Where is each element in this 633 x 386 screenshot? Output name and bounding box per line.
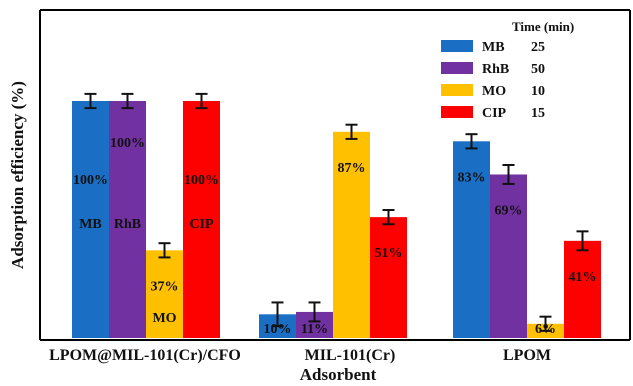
category-label-0: LPOM@MIL-101(Cr)/CFO — [49, 347, 241, 364]
data-label-rhb-2: 69% — [495, 203, 523, 218]
legend-label-cip: CIP — [482, 106, 507, 121]
category-label-1: MIL-101(Cr) — [305, 347, 396, 364]
bar-cip-0 — [183, 101, 220, 338]
bar-cip-1 — [370, 217, 407, 338]
error-bar-rhb-0 — [121, 92, 134, 110]
bar-rhb-2 — [490, 174, 527, 338]
bar-tag-rhb: RhB — [114, 217, 141, 232]
data-label-cip-2: 41% — [569, 270, 597, 285]
bar-tag-cip: CIP — [189, 217, 214, 232]
error-bar-mo-0 — [158, 242, 171, 259]
legend: Time (min) MB 25 RhB 50 MO 10 CIP 15 — [441, 19, 574, 121]
error-bar-cip-0 — [195, 92, 208, 110]
data-label-mb-1: 10% — [264, 322, 292, 337]
error-bar-mo-2 — [539, 315, 552, 332]
bar-mb-2 — [453, 141, 490, 338]
bar-tag-mb: MB — [79, 217, 102, 232]
data-label-rhb-1: 11% — [301, 322, 328, 337]
error-bar-rhb-2 — [502, 163, 515, 185]
data-label-cip-0: 100% — [184, 173, 219, 188]
data-label-mo-0: 37% — [151, 279, 179, 294]
bar-tag-mo: MO — [152, 311, 176, 326]
legend-label-rhb: RhB — [482, 62, 509, 77]
bar-mb-0 — [72, 101, 109, 338]
error-bar-rhb-1 — [308, 301, 321, 323]
data-label-mo-1: 87% — [338, 161, 366, 176]
legend-label-mo: MO — [482, 84, 506, 99]
bar-cip-2 — [564, 240, 601, 338]
data-label-cip-1: 51% — [375, 246, 403, 261]
legend-time-rhb: 50 — [531, 62, 545, 77]
error-bar-mb-1 — [271, 301, 284, 328]
legend-label-mb: MB — [482, 40, 505, 55]
x-axis-label: Adsorbent — [300, 365, 377, 384]
legend-time-mb: 25 — [531, 40, 545, 55]
error-bar-mo-1 — [345, 123, 358, 140]
legend-swatch-mb — [441, 40, 473, 52]
bar-mo-1 — [333, 131, 370, 338]
category-labels: LPOM@MIL-101(Cr)/CFO MIL-101(Cr) LPOM — [49, 347, 551, 364]
legend-swatch-cip — [441, 106, 473, 118]
legend-time-mo: 10 — [531, 84, 545, 99]
category-label-2: LPOM — [503, 347, 551, 364]
data-label-mb-0: 100% — [73, 173, 108, 188]
bar-mo-0 — [146, 250, 183, 338]
data-label-rhb-0: 100% — [110, 136, 145, 151]
error-bar-cip-2 — [576, 230, 589, 252]
legend-time-cip: 15 — [531, 106, 545, 121]
bar-rhb-0 — [109, 101, 146, 338]
y-axis-label: Adsorption efficiency (%) — [8, 81, 27, 269]
error-bar-mb-2 — [465, 133, 478, 150]
bars-group: 100% 10% 83% MB 100% 11% 69% RhB 37% 87% 6% MO 100% 5… — [72, 92, 601, 338]
legend-title: Time (min) — [512, 19, 574, 34]
error-bar-cip-1 — [382, 209, 395, 226]
legend-swatch-mo — [441, 84, 473, 96]
data-label-mb-2: 83% — [458, 170, 486, 185]
legend-swatch-rhb — [441, 62, 473, 74]
data-label-mo-2: 6% — [535, 322, 556, 337]
error-bar-mb-0 — [84, 92, 97, 110]
